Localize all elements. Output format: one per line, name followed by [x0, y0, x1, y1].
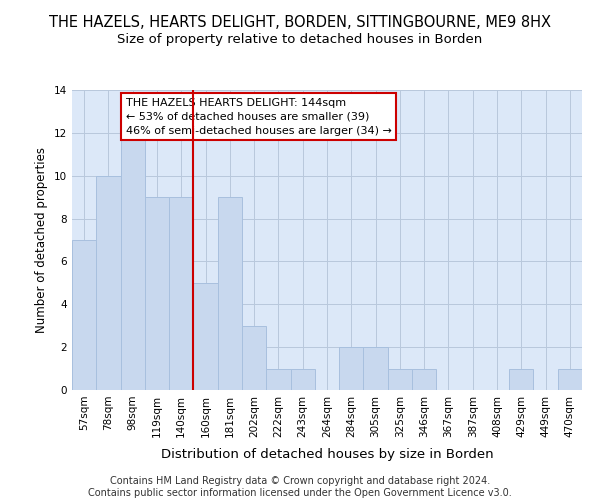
Text: THE HAZELS, HEARTS DELIGHT, BORDEN, SITTINGBOURNE, ME9 8HX: THE HAZELS, HEARTS DELIGHT, BORDEN, SITT…	[49, 15, 551, 30]
Bar	[339, 347, 364, 390]
Bar	[290, 368, 315, 390]
Bar	[218, 197, 242, 390]
Bar	[96, 176, 121, 390]
Bar	[364, 347, 388, 390]
Bar	[412, 368, 436, 390]
Bar	[558, 368, 582, 390]
Text: Contains HM Land Registry data © Crown copyright and database right 2024.
Contai: Contains HM Land Registry data © Crown c…	[88, 476, 512, 498]
Bar	[121, 133, 145, 390]
Bar	[169, 197, 193, 390]
Bar	[145, 197, 169, 390]
X-axis label: Distribution of detached houses by size in Borden: Distribution of detached houses by size …	[161, 448, 493, 461]
Bar	[509, 368, 533, 390]
Bar	[266, 368, 290, 390]
Bar	[242, 326, 266, 390]
Bar	[193, 283, 218, 390]
Text: Size of property relative to detached houses in Borden: Size of property relative to detached ho…	[118, 32, 482, 46]
Text: THE HAZELS HEARTS DELIGHT: 144sqm
← 53% of detached houses are smaller (39)
46% : THE HAZELS HEARTS DELIGHT: 144sqm ← 53% …	[125, 98, 391, 136]
Bar	[388, 368, 412, 390]
Y-axis label: Number of detached properties: Number of detached properties	[35, 147, 49, 333]
Bar	[72, 240, 96, 390]
